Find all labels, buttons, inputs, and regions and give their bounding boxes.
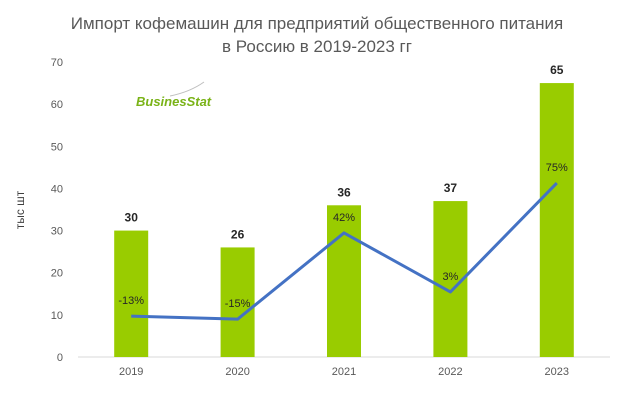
x-axis: 2019 2020 2021 2022 2023 bbox=[119, 366, 569, 378]
bar-value-label: 26 bbox=[231, 227, 245, 241]
bar-2019 bbox=[114, 230, 149, 357]
growth-label: 42% bbox=[333, 212, 355, 224]
logo-text: BusinesStat bbox=[136, 94, 212, 109]
y-tick-label: 40 bbox=[51, 183, 63, 195]
bar-2023 bbox=[539, 83, 574, 358]
y-axis: 0 10 20 30 40 50 60 70 bbox=[51, 57, 63, 364]
y-tick-label: 70 bbox=[51, 57, 63, 69]
y-tick-label: 50 bbox=[51, 141, 63, 153]
x-tick-label: 2019 bbox=[119, 366, 143, 378]
growth-line bbox=[131, 181, 558, 321]
logo-swoosh bbox=[169, 81, 205, 97]
x-tick-label: 2023 bbox=[545, 366, 569, 378]
y-axis-label: тыс шт bbox=[13, 190, 27, 229]
bar-value-label: 30 bbox=[125, 211, 139, 225]
x-tick-label: 2020 bbox=[225, 366, 249, 378]
growth-label: -15% bbox=[225, 298, 251, 310]
bar-2021 bbox=[327, 205, 361, 357]
growth-label: 3% bbox=[442, 271, 458, 283]
bar-2020 bbox=[220, 247, 255, 357]
growth-label: -13% bbox=[118, 295, 144, 307]
chart-title-line-2: в Россию в 2019-2023 гг bbox=[222, 37, 412, 56]
y-tick-label: 30 bbox=[51, 226, 63, 238]
growth-label: 75% bbox=[546, 162, 568, 174]
bars: 30 26 36 37 65 bbox=[114, 63, 574, 358]
bar-value-label: 36 bbox=[337, 185, 351, 199]
y-tick-label: 10 bbox=[51, 310, 63, 322]
y-tick-label: 60 bbox=[51, 99, 63, 111]
bar-value-label: 65 bbox=[550, 63, 564, 77]
y-tick-label: 20 bbox=[51, 268, 63, 280]
growth-labels: -13% -15% 42% 3% 75% bbox=[118, 162, 568, 310]
x-tick-label: 2022 bbox=[438, 366, 462, 378]
y-tick-label: 0 bbox=[57, 352, 63, 364]
chart-title-line-1: Импорт кофемашин для предприятий обществ… bbox=[71, 14, 563, 33]
logo: BusinesStat bbox=[136, 81, 212, 109]
x-tick-label: 2021 bbox=[332, 366, 356, 378]
bar-value-label: 37 bbox=[444, 181, 458, 195]
